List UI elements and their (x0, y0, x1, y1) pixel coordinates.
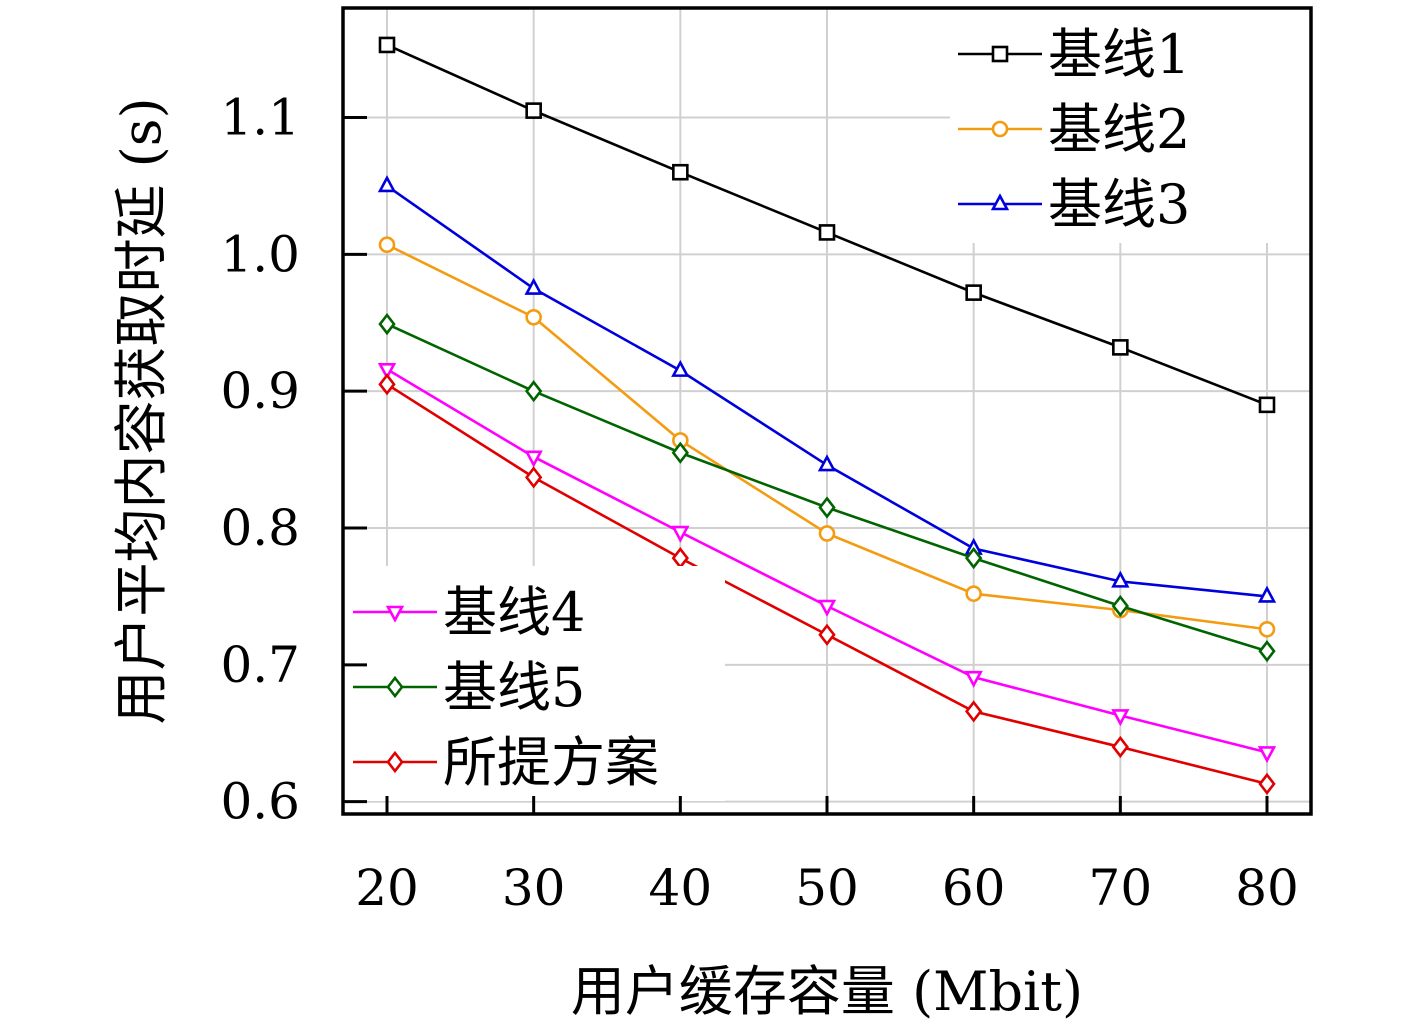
data-point (378, 36, 396, 54)
x-tick-label: 40 (649, 859, 713, 917)
data-point (378, 312, 396, 336)
y-tick-label: 1.1 (220, 88, 300, 146)
data-point (964, 670, 983, 688)
legend-label: 基线3 (1048, 173, 1190, 236)
data-point (525, 380, 543, 403)
x-axis-title: 用户缓存容量 (Mbit) (571, 960, 1083, 1023)
y-tick-label: 0.6 (220, 773, 300, 831)
legend-label: 基线5 (443, 656, 585, 719)
data-point (1257, 585, 1277, 603)
data-point (378, 373, 396, 396)
data-point (1111, 735, 1129, 759)
legend-label: 基线2 (1048, 98, 1190, 161)
series-6 (378, 373, 1276, 796)
legend-item: 基线4 (353, 581, 585, 644)
data-point (1111, 570, 1130, 588)
legend-label: 基线4 (443, 581, 585, 644)
y-tick-label: 0.7 (220, 636, 300, 694)
legend-bottom-left: 基线4 基线5 所提方案 (345, 566, 725, 801)
data-point (525, 308, 542, 326)
data-point (1257, 746, 1277, 764)
data-point (524, 277, 543, 295)
y-tick-label: 0.8 (220, 499, 300, 557)
data-point (818, 525, 836, 542)
x-tick-label: 30 (502, 859, 566, 917)
x-tick-label: 50 (795, 859, 859, 917)
tick-labels: 20 30 40 50 60 70 80 0.6 0.7 0.8 0.9 1.0 1.1 (220, 88, 1298, 917)
legend-marker (991, 45, 1009, 63)
data-point (1258, 620, 1276, 638)
data-point (671, 441, 689, 464)
data-point (377, 175, 397, 193)
series-3 (377, 175, 1277, 603)
series-layer (377, 36, 1277, 796)
legend-marker (385, 605, 405, 623)
legend-layer: 基线1 基线2 基线3 基线4 基线5 所提方案 (345, 8, 1311, 801)
x-tick-label: 20 (355, 859, 419, 917)
x-tick-label: 60 (942, 859, 1006, 917)
data-point (818, 496, 836, 519)
data-point (377, 362, 397, 381)
data-point (671, 359, 690, 377)
series-5 (378, 312, 1276, 663)
legend-marker (990, 193, 1010, 211)
data-point (1258, 640, 1276, 663)
legend-item: 基线1 (958, 23, 1190, 86)
data-point (965, 284, 982, 301)
data-point (817, 599, 837, 617)
data-point (818, 623, 836, 646)
legend-top-right: 基线1 基线2 基线3 (950, 8, 1311, 243)
data-point (965, 546, 983, 570)
legend-marker (386, 675, 404, 699)
data-point (818, 224, 836, 241)
y-tick-label: 0.9 (220, 362, 300, 420)
data-point (1111, 709, 1130, 727)
series-1 (378, 36, 1276, 414)
x-tick-label: 80 (1235, 859, 1299, 917)
legend-item: 基线5 (353, 656, 585, 719)
data-point (965, 585, 982, 602)
axis-ticks (343, 115, 1269, 814)
legend-item: 所提方案 (353, 731, 659, 794)
y-tick-label: 1.0 (220, 225, 300, 283)
legend-marker (991, 120, 1009, 138)
series-4 (377, 362, 1277, 764)
legend-label: 所提方案 (443, 731, 659, 794)
data-point (965, 700, 983, 723)
legend-label: 基线1 (1048, 23, 1190, 86)
data-point (671, 546, 689, 570)
legend-marker (386, 750, 404, 774)
data-point (817, 454, 837, 472)
data-point (524, 450, 543, 468)
data-point (1111, 594, 1129, 618)
y-axis-title: 用户平均内容获取时延 (s) (110, 97, 173, 724)
data-point (1112, 339, 1129, 356)
x-tick-label: 70 (1089, 859, 1153, 917)
data-point (672, 163, 689, 181)
data-point (378, 236, 396, 254)
data-point (1258, 396, 1276, 414)
data-point (671, 525, 690, 543)
legend-item: 基线3 (958, 173, 1190, 236)
data-point (1258, 772, 1276, 796)
legend-item: 基线2 (958, 98, 1190, 161)
data-point (525, 102, 542, 119)
data-point (525, 466, 543, 489)
